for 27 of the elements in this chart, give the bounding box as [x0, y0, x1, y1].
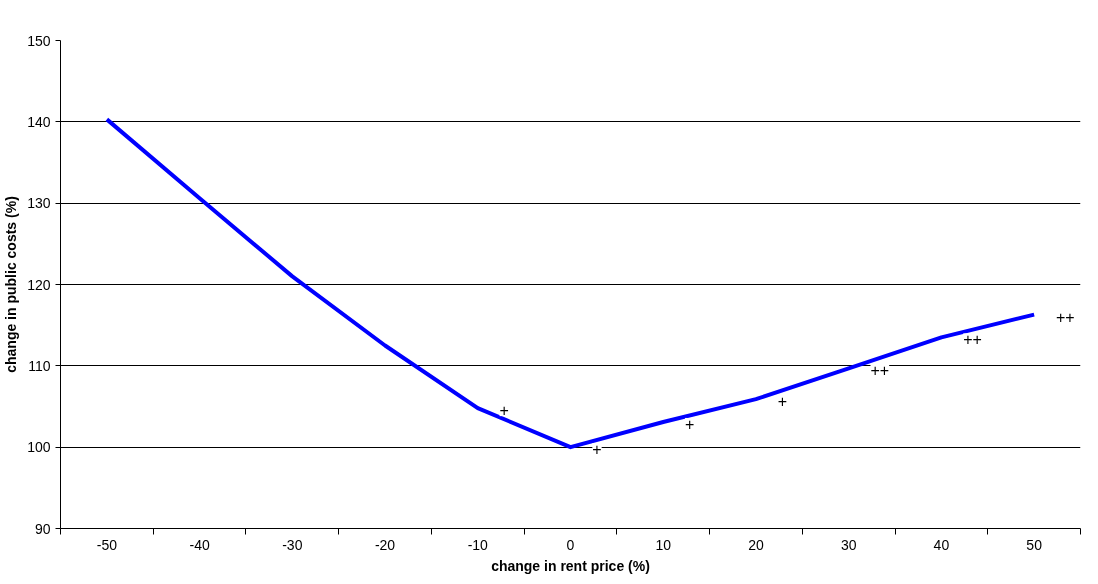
x-tick-label: -40 — [189, 536, 210, 553]
x-tick-label: -20 — [374, 536, 396, 553]
data-label: + — [777, 393, 788, 411]
y-tick-label: 120 — [27, 276, 51, 293]
data-label: + — [499, 402, 509, 420]
x-tick-label: 30 — [840, 536, 857, 553]
x-tick-label: 40 — [933, 536, 950, 553]
y-tick-label: 140 — [27, 113, 51, 130]
x-tick-label: -10 — [467, 536, 489, 553]
data-label: + — [685, 415, 695, 433]
x-axis-title: change in rent price (%) — [491, 557, 650, 574]
y-tick-label: 100 — [27, 439, 51, 456]
y-tick-label: 150 — [27, 32, 51, 49]
y-tick-label: 110 — [28, 357, 51, 374]
data-label: ++ — [963, 331, 982, 349]
data-label: ++ — [1055, 308, 1075, 326]
y-tick-label: 90 — [34, 520, 51, 537]
y-tick-label: 130 — [27, 195, 51, 212]
x-tick-label: -30 — [282, 536, 303, 553]
data-label: ++ — [870, 362, 890, 380]
x-tick-label: 0 — [566, 536, 575, 553]
x-tick-label: 20 — [748, 536, 764, 553]
y-axis-title: change in public costs (%) — [3, 196, 20, 373]
x-tick-label: 10 — [655, 536, 672, 553]
data-label: + — [592, 441, 602, 459]
x-tick-label: -50 — [96, 536, 118, 553]
x-tick-label: 50 — [1026, 536, 1043, 553]
